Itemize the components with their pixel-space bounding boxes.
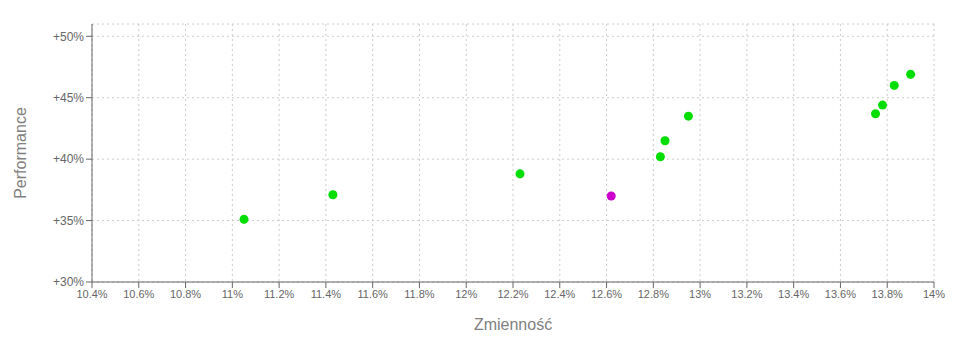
- svg-text:12.2%: 12.2%: [497, 288, 528, 300]
- svg-text:10.6%: 10.6%: [123, 288, 154, 300]
- svg-text:14%: 14%: [923, 288, 945, 300]
- svg-text:+35%: +35%: [53, 214, 84, 228]
- svg-text:11.2%: 11.2%: [264, 288, 295, 300]
- svg-text:11%: 11%: [222, 288, 243, 300]
- svg-text:12%: 12%: [455, 288, 477, 300]
- svg-text:Performance: Performance: [12, 107, 29, 199]
- svg-text:+50%: +50%: [53, 30, 84, 44]
- svg-text:11.4%: 11.4%: [311, 288, 342, 300]
- svg-text:13.8%: 13.8%: [872, 288, 903, 300]
- svg-text:13.4%: 13.4%: [778, 288, 809, 300]
- svg-text:+40%: +40%: [53, 152, 84, 166]
- svg-text:12.8%: 12.8%: [638, 288, 669, 300]
- svg-text:11.6%: 11.6%: [357, 288, 388, 300]
- svg-text:+30%: +30%: [53, 275, 84, 289]
- svg-text:13%: 13%: [689, 288, 711, 300]
- svg-text:11.8%: 11.8%: [404, 288, 435, 300]
- svg-text:13.2%: 13.2%: [731, 288, 762, 300]
- svg-text:+45%: +45%: [53, 91, 84, 105]
- svg-text:13.6%: 13.6%: [825, 288, 856, 300]
- svg-text:10.8%: 10.8%: [170, 288, 201, 300]
- svg-text:12.6%: 12.6%: [591, 288, 622, 300]
- svg-text:Zmienność: Zmienność: [474, 316, 552, 333]
- svg-text:12.4%: 12.4%: [544, 288, 575, 300]
- svg-text:10.4%: 10.4%: [76, 288, 107, 300]
